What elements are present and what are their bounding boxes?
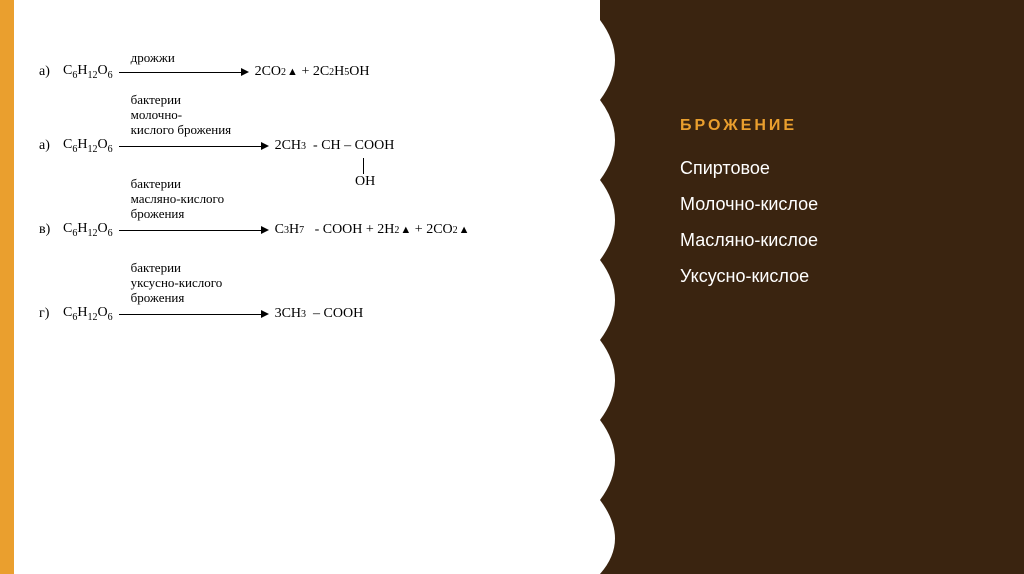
reaction-2: а) C6H12O6 бактерии молочно- кислого бро… — [39, 134, 599, 158]
reaction-products: 3CH3 – COOH — [275, 306, 364, 322]
reaction-1: а) C6H12O6 дрожжи 2CO2▲ + 2C2H5OH — [39, 60, 599, 84]
catalyst-line: уксусно-кислого — [131, 275, 223, 290]
reaction-products: 2CO2▲ + 2C2H5OH — [255, 64, 370, 80]
reaction-arrow: бактерии масляно-кислого брожения — [119, 218, 269, 242]
reaction-arrow: бактерии молочно- кислого брожения — [119, 134, 269, 158]
reaction-4: г) C6H12O6 бактерии уксусно-кислого брож… — [39, 302, 599, 326]
sidebar-title: БРОЖЕНИЕ — [680, 110, 818, 142]
catalyst-line: масляно-кислого — [131, 191, 224, 206]
catalyst-label: бактерии молочно- кислого брожения — [131, 93, 232, 138]
reaction-reactant: C6H12O6 — [63, 221, 113, 239]
sidebar-text: БРОЖЕНИЕ Спиртовое Молочно-кислое Маслян… — [680, 110, 818, 294]
reaction-3: в) C6H12O6 бактерии масляно-кислого брож… — [39, 218, 599, 242]
branch-group: OH — [355, 158, 375, 191]
catalyst-line: кислого брожения — [131, 122, 232, 137]
reaction-products: C3H7 - COOH + 2H2▲ + 2CO2▲ — [275, 222, 470, 238]
catalyst-label: бактерии масляно-кислого брожения — [131, 177, 224, 222]
content-panel: а) C6H12O6 дрожжи 2CO2▲ + 2C2H5OH а) C6H… — [14, 0, 590, 574]
reaction-label: г) — [39, 306, 63, 322]
catalyst-line: брожения — [131, 206, 185, 221]
accent-bar — [0, 0, 14, 574]
reaction-label: а) — [39, 64, 63, 80]
reaction-arrow: бактерии уксусно-кислого брожения — [119, 302, 269, 326]
reactions-container: а) C6H12O6 дрожжи 2CO2▲ + 2C2H5OH а) C6H… — [39, 60, 599, 348]
sidebar-item: Уксусно-кислое — [680, 258, 818, 294]
reaction-label: а) — [39, 138, 63, 154]
reaction-reactant: C6H12O6 — [63, 137, 113, 155]
reaction-reactant: C6H12O6 — [63, 63, 113, 81]
sidebar-item: Масляно-кислое — [680, 222, 818, 258]
catalyst-label: бактерии уксусно-кислого брожения — [131, 261, 223, 306]
reaction-reactant: C6H12O6 — [63, 305, 113, 323]
catalyst-line: бактерии — [131, 260, 181, 275]
catalyst-line: бактерии — [131, 92, 181, 107]
sidebar-item: Молочно-кислое — [680, 186, 818, 222]
catalyst-line: брожения — [131, 290, 185, 305]
branch-label: OH — [355, 174, 375, 191]
sidebar-item: Спиртовое — [680, 150, 818, 186]
reaction-arrow: дрожжи — [119, 60, 249, 84]
reaction-products: 2CH3 - CH – COOH — [275, 138, 395, 154]
catalyst-label: дрожжи — [131, 51, 175, 66]
wavy-edge — [590, 0, 640, 574]
reaction-label: в) — [39, 222, 63, 238]
catalyst-line: бактерии — [131, 176, 181, 191]
catalyst-line: молочно- — [131, 107, 183, 122]
